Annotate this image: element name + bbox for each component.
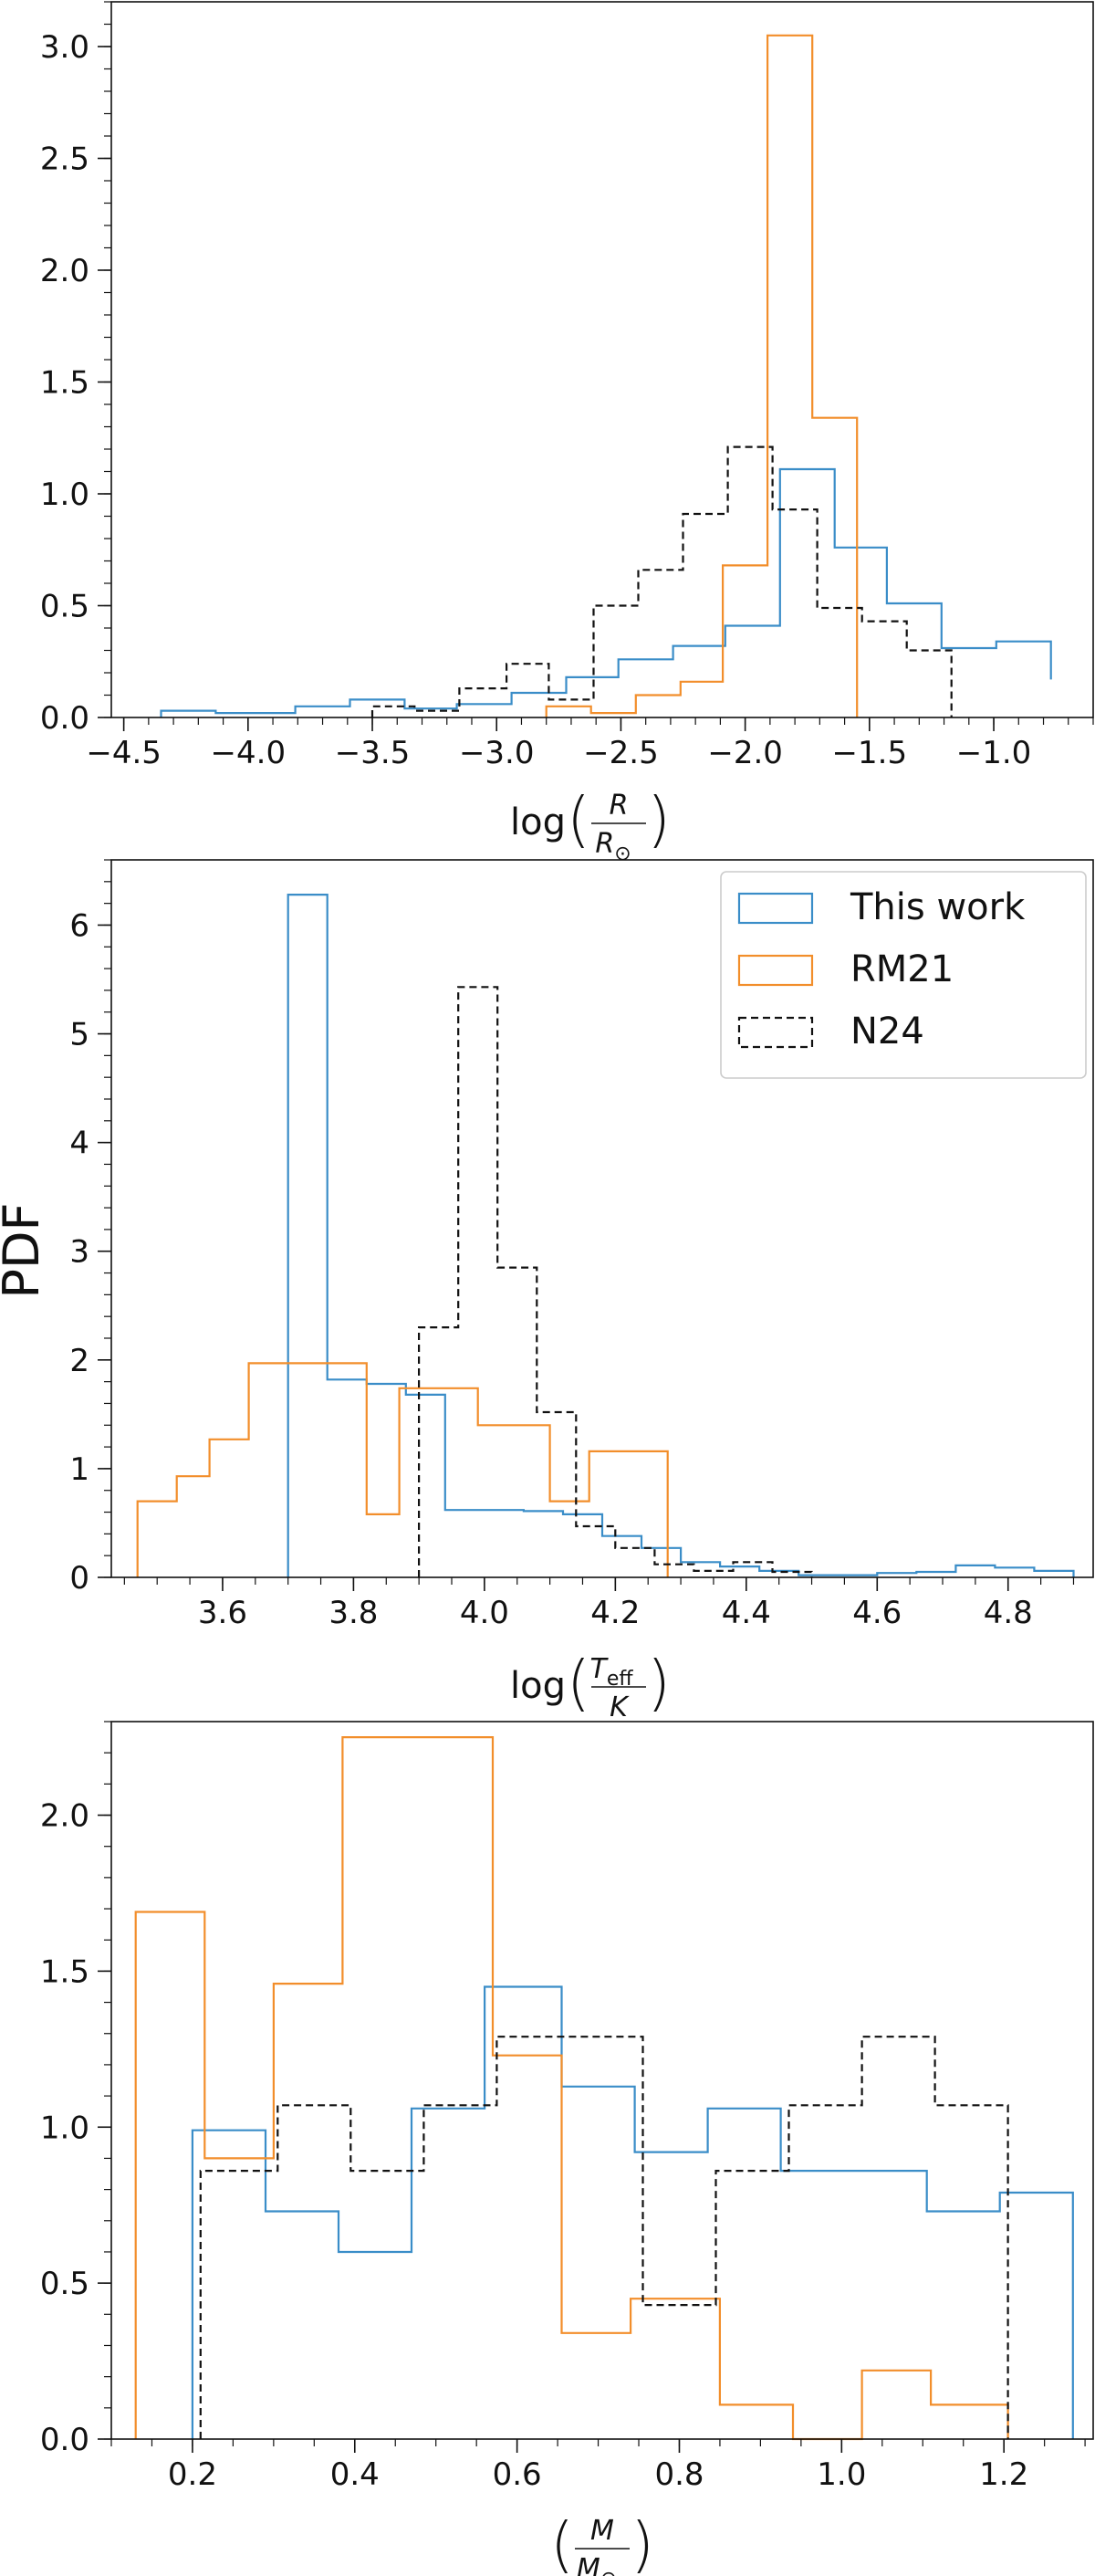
legend-label: This work	[850, 886, 1026, 928]
y-tick-label: 1.0	[40, 476, 89, 513]
x-tick-label: −4.0	[211, 735, 287, 771]
legend-swatch	[737, 954, 814, 987]
x-axis-label-paren-left: (	[567, 784, 590, 854]
series-this-work	[160, 467, 1052, 717]
x-tick-label: 4.6	[852, 1595, 902, 1631]
series-n24	[199, 2036, 1009, 2439]
series-n24	[370, 445, 953, 717]
x-axis-label-numerator: R	[610, 790, 629, 822]
series-this-work	[287, 894, 1075, 1577]
y-tick-label: 3	[69, 1234, 89, 1271]
series-rm21	[545, 34, 859, 717]
axes-frame	[110, 1, 1094, 718]
x-axis-label-denominator: M⊙	[577, 2553, 617, 2576]
x-axis-label-paren-right: )	[647, 784, 671, 854]
x-tick-label: −2.5	[583, 735, 659, 771]
x-tick-label: 0.6	[493, 2456, 542, 2493]
x-axis-label: () M M⊙	[550, 2509, 654, 2576]
axes-frame	[110, 859, 1094, 1578]
y-tick-label: 4	[69, 1126, 89, 1162]
axes-frame	[110, 1721, 1094, 2440]
y-tick-label: 0.0	[40, 700, 89, 737]
y-tick-label: 2.0	[40, 1798, 89, 1835]
y-tick-label: 5	[69, 1017, 89, 1053]
y-tick-label: 0	[69, 1560, 89, 1597]
y-tick-label: 1.0	[40, 2110, 89, 2146]
legend-label: RM21	[850, 948, 954, 990]
x-axis-label-base: log	[510, 801, 566, 843]
x-tick-label: 4.8	[984, 1595, 1033, 1631]
panel-1: −4.5 −4.0 −3.5 −3.0 −2.5 −2.0 −1.5 −1.0 0.0 0.5 1.…	[40, 1, 1094, 865]
y-tick-label: 0.5	[40, 589, 89, 625]
y-tick-label: 0.0	[40, 2422, 89, 2458]
y-tick-label: 6	[69, 907, 89, 944]
y-tick-label: 3.0	[40, 29, 89, 66]
y-tick-label: 2.0	[40, 253, 89, 289]
x-axis-label-paren-right: )	[631, 2509, 654, 2576]
x-tick-label: 0.8	[654, 2456, 704, 2493]
y-tick-label: 2	[69, 1343, 89, 1379]
legend-swatch	[737, 1016, 814, 1049]
y-tick-label: 1	[69, 1451, 89, 1488]
series-this-work	[191, 1985, 1074, 2439]
x-tick-label: 0.2	[168, 2456, 217, 2493]
series-rm21	[134, 1736, 1009, 2441]
legend: This work RM21 N24	[720, 871, 1087, 1079]
panel-3: 0.2 0.4 0.6 0.8 1.0 1.2 0.0 0.5 1.0 1.5 2.0 () M M⊙	[40, 1721, 1094, 2576]
figure-ylabel: PDF	[0, 1202, 50, 1298]
x-tick-label: −1.5	[832, 735, 908, 771]
x-tick-label: 3.8	[328, 1595, 378, 1631]
x-tick-label: −3.0	[459, 735, 535, 771]
x-axis-label-paren-right: )	[647, 1648, 671, 1718]
x-tick-label: −1.0	[956, 735, 1032, 771]
x-axis-label-paren-left: (	[550, 2509, 574, 2576]
x-axis-label-numerator: M	[590, 2515, 614, 2547]
y-tick-label: 0.5	[40, 2266, 89, 2302]
x-axis-label-denominator: K	[610, 1691, 630, 1723]
y-tick-label: 1.5	[40, 365, 89, 402]
x-axis-label-paren-left: (	[567, 1648, 590, 1718]
y-tick-label: 1.5	[40, 1953, 89, 1990]
x-tick-label: 1.2	[979, 2456, 1028, 2493]
x-axis-label: log()RR⊙	[510, 784, 671, 865]
x-tick-label: −2.0	[707, 735, 783, 771]
legend-swatch	[737, 892, 814, 925]
x-tick-label: −4.5	[86, 735, 162, 771]
x-tick-label: −3.5	[335, 735, 411, 771]
x-tick-label: 0.4	[330, 2456, 380, 2493]
x-tick-label: 3.6	[198, 1595, 247, 1631]
series-rm21	[136, 1362, 669, 1577]
legend-label: N24	[850, 1011, 924, 1052]
x-tick-label: 4.0	[460, 1595, 509, 1631]
x-axis-label-base: log	[510, 1665, 566, 1707]
y-tick-label: 2.5	[40, 141, 89, 178]
x-tick-label: 1.0	[817, 2456, 866, 2493]
x-axis-label-numerator: Teff	[589, 1653, 633, 1691]
x-tick-label: 4.2	[590, 1595, 640, 1631]
x-tick-label: 4.4	[722, 1595, 771, 1631]
